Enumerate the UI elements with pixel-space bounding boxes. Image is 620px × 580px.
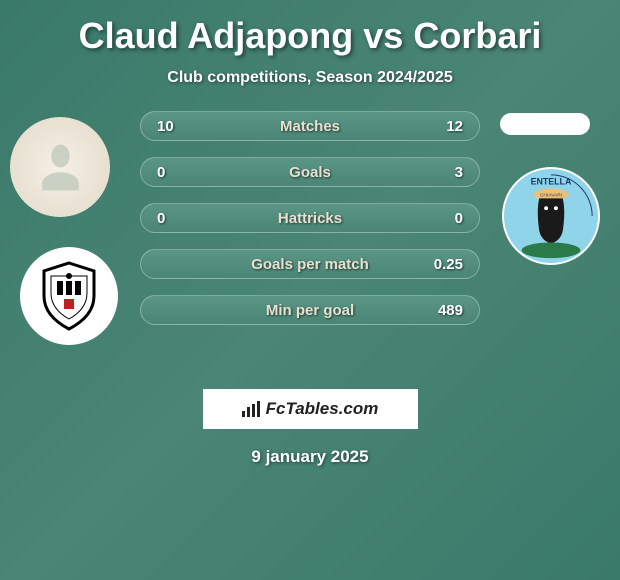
brand-label: FcTables.com xyxy=(242,399,379,419)
stat-left-value: 0 xyxy=(157,210,197,227)
stat-right-value: 0 xyxy=(423,210,463,227)
date-label: 9 january 2025 xyxy=(0,447,620,467)
player-right-avatar xyxy=(500,113,590,135)
stat-row-hattricks: 0 Hattricks 0 xyxy=(140,203,480,233)
bar-chart-icon xyxy=(242,401,262,417)
infographic-container: Claud Adjapong vs Corbari Club competiti… xyxy=(0,0,620,477)
svg-text:CHIAVARI: CHIAVARI xyxy=(540,192,562,198)
club-left-logo xyxy=(20,247,118,345)
stat-row-matches: 10 Matches 12 xyxy=(140,111,480,141)
stat-right-value: 3 xyxy=(423,164,463,181)
stat-right-value: 0.25 xyxy=(423,256,463,273)
subtitle: Club competitions, Season 2024/2025 xyxy=(0,69,620,87)
stats-pills-column: 10 Matches 12 0 Goals 3 0 Hattricks 0 Go… xyxy=(140,111,480,341)
stat-label: Matches xyxy=(280,118,340,135)
stat-right-value: 489 xyxy=(423,302,463,319)
stat-row-goals: 0 Goals 3 xyxy=(140,157,480,187)
stat-right-value: 12 xyxy=(423,118,463,135)
page-title: Claud Adjapong vs Corbari xyxy=(0,15,620,57)
svg-text:ENTELLA: ENTELLA xyxy=(531,177,572,187)
silhouette-icon xyxy=(33,140,88,195)
brand-text: FcTables.com xyxy=(266,399,379,419)
stat-row-min-per-goal: Min per goal 489 xyxy=(140,295,480,325)
stat-left-value: 0 xyxy=(157,164,197,181)
club-right-badge-icon: ENTELLA CHIAVARI xyxy=(502,167,600,265)
shield-icon xyxy=(39,261,99,331)
stat-label: Min per goal xyxy=(266,302,354,319)
stat-label: Goals xyxy=(289,164,331,181)
player-left-avatar xyxy=(10,117,110,217)
stat-row-goals-per-match: Goals per match 0.25 xyxy=(140,249,480,279)
stat-label: Hattricks xyxy=(278,210,342,227)
stats-area: ENTELLA CHIAVARI 10 Matches 12 0 Goals 3 xyxy=(0,117,620,377)
club-right-logo: ENTELLA CHIAVARI xyxy=(502,167,600,265)
brand-box: FcTables.com xyxy=(203,389,418,429)
stat-left-value: 10 xyxy=(157,118,197,135)
stat-label: Goals per match xyxy=(251,256,369,273)
